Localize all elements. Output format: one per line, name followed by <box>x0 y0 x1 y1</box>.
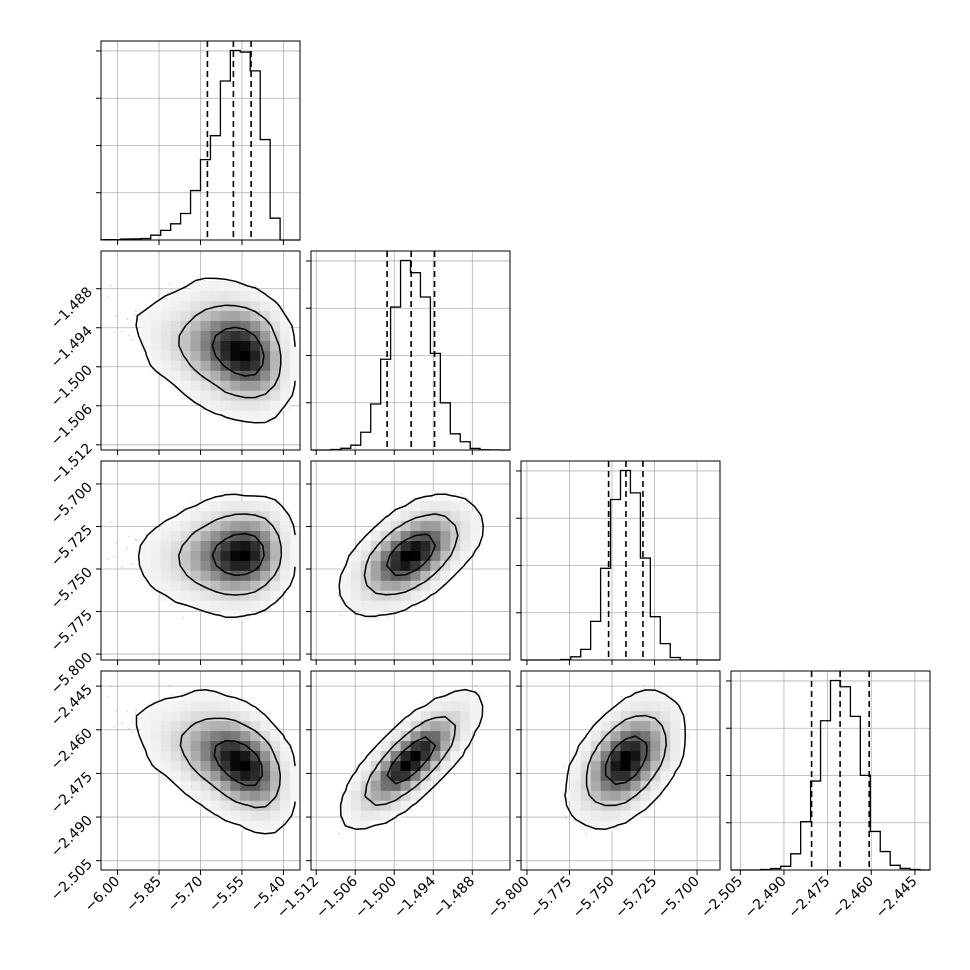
y-tick-label: −5.725 <box>48 522 96 570</box>
y-tick-label: −2.475 <box>48 769 96 817</box>
x-tick-label: −1.494 <box>391 873 439 921</box>
x-tick-label: −2.475 <box>785 874 833 922</box>
panel-3-3 <box>726 671 930 875</box>
panel-2-1 <box>306 461 510 665</box>
x-tick-label: −5.70 <box>165 874 207 916</box>
x-tick-label: −5.55 <box>206 874 248 916</box>
panel-1-1 <box>306 251 510 455</box>
panel-3-2 <box>516 671 720 875</box>
x-tick-label: −5.85 <box>123 874 165 916</box>
panel-2-2 <box>516 461 720 665</box>
y-tick-label: −1.494 <box>48 323 96 371</box>
y-tick-label: −1.488 <box>48 284 96 332</box>
x-tick-label: −1.506 <box>313 873 361 921</box>
x-tick-label: −6.00 <box>82 874 124 916</box>
panel-0-0 <box>96 41 300 245</box>
x-tick-label: −5.775 <box>527 874 575 922</box>
density-cells <box>341 691 481 831</box>
density-cells <box>341 491 481 621</box>
y-tick-label: −1.500 <box>48 362 96 410</box>
y-tick-label: −1.506 <box>48 401 96 449</box>
y-tick-label: −2.460 <box>48 725 96 773</box>
panel-3-0 <box>96 671 300 875</box>
x-tick-label: −2.505 <box>698 874 746 922</box>
x-tick-label: −2.490 <box>742 874 790 922</box>
x-tick-label: −5.725 <box>612 874 660 922</box>
panel-3-1 <box>306 671 510 875</box>
panel-2-0 <box>96 461 300 665</box>
y-tick-label: −1.512 <box>48 440 96 488</box>
density-cells <box>561 691 691 831</box>
panels-layer <box>96 41 930 875</box>
x-tick-label: −1.488 <box>430 874 478 922</box>
y-tick-label: −5.700 <box>48 479 96 527</box>
x-tick-label: −2.445 <box>873 874 921 922</box>
x-tick-label: −5.750 <box>570 874 618 922</box>
y-tick-label: −5.750 <box>48 565 96 613</box>
y-tick-label: −2.490 <box>48 813 96 861</box>
panel-1-0 <box>96 251 300 455</box>
x-tick-label: −1.500 <box>352 874 400 922</box>
axes-frame <box>311 251 510 450</box>
x-tick-label: −2.460 <box>829 874 877 922</box>
x-tick-label: −5.800 <box>485 874 533 922</box>
y-tick-label: −5.775 <box>48 607 96 655</box>
x-tick-label: −5.700 <box>655 874 703 922</box>
